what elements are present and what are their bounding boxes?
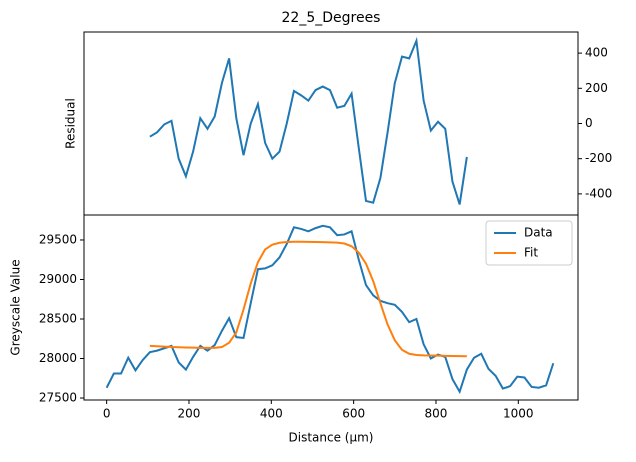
y-tick-label: 0 [585,116,593,130]
y-axis-label: Residual [64,98,78,149]
chart-title: 22_5_Degrees [282,10,381,26]
x-tick-label: 200 [178,407,201,421]
x-tick-label: 400 [260,407,283,421]
x-axis-label: Distance (μm) [289,431,374,445]
axes-frame [83,31,579,216]
series-line [105,224,555,395]
series-line [149,36,468,205]
y-tick-label: 29500 [39,232,77,246]
x-tick-label: 0 [103,407,111,421]
y-tick-label: 28000 [39,351,77,365]
x-tick-label: 600 [342,407,365,421]
y-tick-label: -200 [585,151,612,165]
y-tick-label: 28500 [39,311,77,325]
y-tick-label: 27500 [39,391,77,405]
x-tick-label: 800 [425,407,448,421]
legend-label: Fit [524,246,538,260]
axes-frame [83,214,579,401]
legend-label: Data [524,226,553,240]
y-tick-label: 29000 [39,272,77,286]
y-tick-label: 400 [585,46,608,60]
y-axis-label: Greyscale Value [9,259,23,355]
x-tick-label: 1000 [503,407,534,421]
y-tick-label: 200 [585,81,608,95]
series-line [149,240,467,358]
y-tick-label: -400 [585,186,612,200]
